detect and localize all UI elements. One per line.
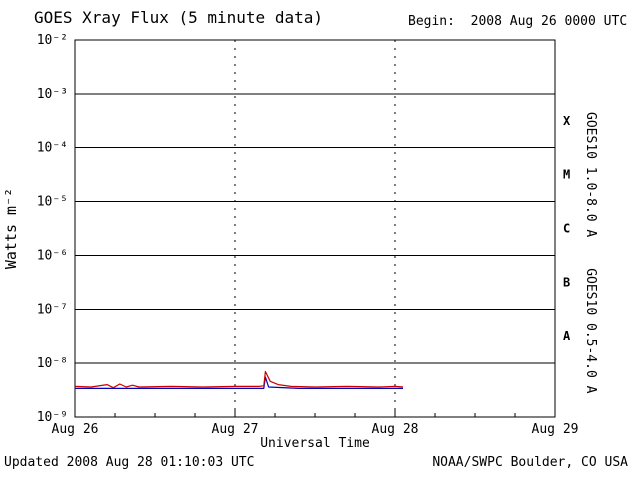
flare-class-label: X <box>563 114 571 128</box>
y-tick-label: 10⁻⁵ <box>37 195 68 210</box>
y-tick-label: 10⁻⁴ <box>37 141 68 156</box>
begin-time-label: Begin: 2008 Aug 26 0000 UTC <box>408 14 628 29</box>
y-tick-label: 10⁻³ <box>37 87 68 102</box>
flare-class-label: M <box>563 168 570 182</box>
right-series-label: GOES10 0.5-4.0 A <box>583 268 598 393</box>
flare-class-label: C <box>563 222 570 236</box>
x-tick-label: Aug 28 <box>372 422 419 437</box>
x-axis-title: Universal Time <box>260 436 370 451</box>
flare-class-label: B <box>563 275 570 289</box>
y-tick-label: 10⁻⁶ <box>37 248 68 263</box>
updated-timestamp: Updated 2008 Aug 28 01:10:03 UTC <box>4 455 255 470</box>
y-tick-label: 10⁻⁸ <box>37 356 68 371</box>
y-axis-title: Watts m⁻² <box>2 188 20 269</box>
plot-border <box>74 39 556 418</box>
credit-label: NOAA/SWPC Boulder, CO USA <box>432 455 628 470</box>
y-tick-label: 10⁻² <box>37 33 68 48</box>
x-tick-label: Aug 29 <box>532 422 579 437</box>
y-tick-label: 10⁻⁹ <box>37 410 68 425</box>
right-series-label: GOES10 1.0-8.0 A <box>583 112 598 237</box>
series-goes10-1.0-8.0-a <box>74 370 404 389</box>
y-tick-label: 10⁻⁷ <box>37 302 68 317</box>
chart-title: GOES Xray Flux (5 minute data) <box>34 8 323 27</box>
x-tick-label: Aug 27 <box>212 422 259 437</box>
x-tick-label: Aug 26 <box>52 422 99 437</box>
flare-class-label: A <box>563 329 571 343</box>
